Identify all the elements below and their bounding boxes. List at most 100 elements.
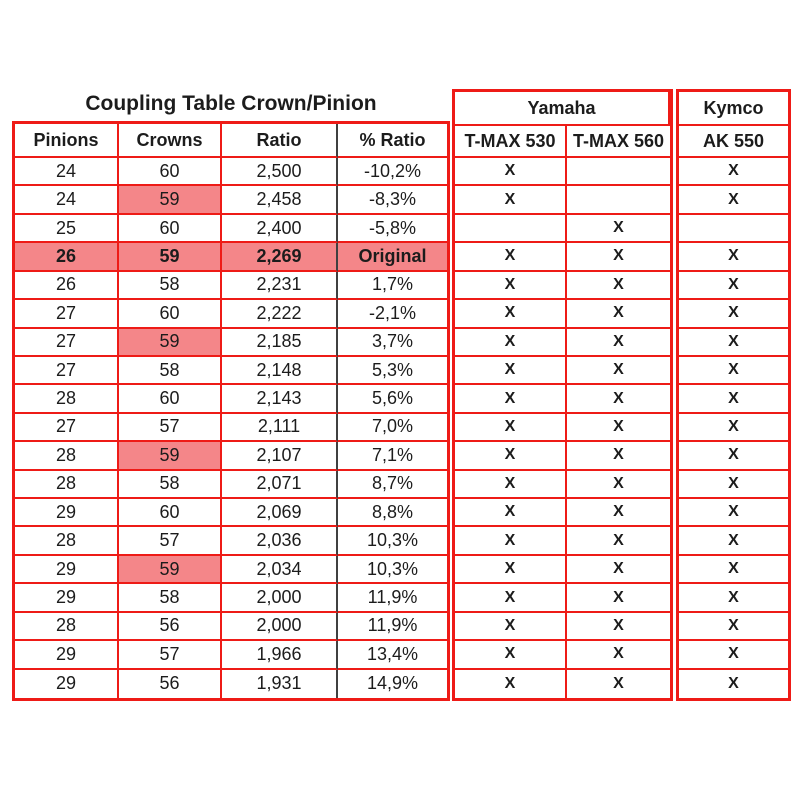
cell-pinions: 28 [15, 612, 119, 642]
cell-crowns: 59 [119, 555, 222, 585]
cell-pct-ratio: -8,3% [338, 186, 447, 215]
cell-ratio: 2,400 [222, 214, 338, 244]
cell-pct-ratio: -10,2% [338, 158, 447, 187]
brand-header-kymco: Kymco [679, 92, 788, 126]
cell-ratio: 2,069 [222, 499, 338, 528]
cell-tmax530-mark: X [455, 158, 567, 187]
cell-ak550-mark: X [679, 442, 788, 471]
cell-ratio: 2,458 [222, 186, 338, 215]
cell-ak550-mark: X [679, 613, 788, 642]
cell-tmax560-mark: X [567, 300, 670, 329]
cell-pct-ratio: 5,3% [338, 357, 447, 386]
col-header-ratio: Ratio [222, 124, 338, 158]
cell-crowns: 60 [119, 300, 222, 329]
cell-tmax560-mark: X [567, 556, 670, 585]
cell-ratio: 2,036 [222, 527, 338, 556]
cell-pinions: 24 [15, 158, 119, 187]
cell-pinions: 24 [15, 186, 119, 215]
col-header-ak550: AK 550 [679, 126, 788, 158]
cell-tmax560-mark: X [567, 385, 670, 414]
cell-tmax530-mark: X [455, 555, 567, 585]
cell-crowns: 58 [119, 356, 222, 386]
cell-pct-ratio: 11,9% [338, 613, 447, 642]
cell-tmax560-mark [567, 186, 670, 215]
cell-tmax530-mark: X [455, 356, 567, 386]
cell-pct-ratio: 7,1% [338, 442, 447, 471]
cell-tmax530-mark: X [455, 499, 567, 528]
cell-pinions: 28 [15, 470, 119, 500]
cell-crowns: 59 [119, 442, 222, 471]
cell-pinions: 27 [15, 356, 119, 386]
cell-ratio: 2,071 [222, 470, 338, 500]
cell-ratio: 2,111 [222, 413, 338, 443]
cell-pct-ratio: 14,9% [366, 673, 419, 694]
cell-tmax560-mark: X [613, 674, 624, 692]
cell-tmax530-mark: X [455, 271, 567, 301]
cell-tmax560-mark: X [567, 357, 670, 386]
cell-ak550-mark: X [679, 527, 788, 556]
cell-pinions: 28 [15, 385, 119, 414]
cell-pct-ratio: 3,7% [338, 329, 447, 357]
cell-ak550-mark: X [679, 556, 788, 585]
cell-pinions: 29 [15, 555, 119, 585]
cell-ak550-mark: X [679, 471, 788, 500]
cell-ak550-mark: X [679, 357, 788, 386]
cell-pinions: 25 [15, 214, 119, 244]
cell-ak550-mark: X [679, 329, 788, 357]
cell-tmax530-mark [455, 214, 567, 244]
cell-tmax530-mark: X [455, 470, 567, 500]
cell-crowns: 57 [119, 641, 222, 670]
cell-pinions: 28 [15, 442, 119, 471]
cell-ak550-mark: X [679, 272, 788, 301]
cell-tmax530-mark: X [455, 612, 567, 642]
col-header-pct-ratio: % Ratio [338, 124, 447, 158]
cell-tmax560-mark: X [567, 329, 670, 357]
cell-tmax560-mark [567, 158, 670, 187]
cell-pinions: 28 [15, 527, 119, 556]
cell-pct-ratio: Original [338, 243, 447, 272]
cell-ak550-mark: X [679, 243, 788, 272]
cell-tmax530-mark: X [455, 527, 567, 556]
cell-tmax560-mark: X [567, 243, 670, 272]
cell-tmax560-mark: X [567, 272, 670, 301]
cell-tmax560-mark: X [567, 471, 670, 500]
col-header-pinions: Pinions [15, 124, 119, 158]
cell-ak550-mark [679, 215, 788, 244]
cell-ak550-mark: X [679, 641, 788, 670]
cell-ratio: 2,231 [222, 271, 338, 301]
cell-pinions: 27 [15, 300, 119, 329]
cell-crowns: 56 [119, 612, 222, 642]
cell-ak550-mark: X [679, 584, 788, 613]
cell-pct-ratio: 8,8% [338, 499, 447, 528]
cell-tmax530-mark: X [455, 300, 567, 329]
coupling-table: Pinions Crowns Ratio % Ratio 24 60 2,500 -1… [12, 121, 450, 701]
cell-pct-ratio: 7,0% [338, 414, 447, 443]
cell-pct-ratio: 5,6% [338, 385, 447, 414]
cell-ak550-mark: X [679, 186, 788, 215]
cell-crowns: 59 [119, 328, 222, 357]
cell-crowns: 60 [119, 214, 222, 244]
cell-ak550-mark: X [679, 300, 788, 329]
cell-crowns: 59 [119, 186, 222, 215]
cell-pct-ratio: 11,9% [338, 584, 447, 613]
cell-pct-ratio: 8,7% [338, 471, 447, 500]
cell-ratio: 2,269 [222, 243, 338, 272]
cell-pct-ratio: -5,8% [338, 215, 447, 244]
cell-pinions: 29 [15, 641, 119, 670]
cell-ratio: 2,185 [222, 328, 338, 357]
cell-tmax530-mark: X [455, 328, 567, 357]
cell-crowns: 60 [119, 385, 222, 414]
table-title: Coupling Table Crown/Pinion [85, 92, 377, 115]
cell-ratio: 2,148 [222, 356, 338, 386]
cell-pct-ratio: 13,4% [338, 641, 447, 670]
col-header-tmax530: T-MAX 530 [455, 126, 567, 158]
cell-pinions: 29 [15, 499, 119, 528]
cell-ratio: 2,000 [222, 612, 338, 642]
cell-tmax530-mark: X [455, 243, 567, 272]
cell-ak550-mark: X [679, 158, 788, 187]
cell-pinions: 26 [15, 271, 119, 301]
cell-tmax530-mark: X [455, 186, 567, 215]
